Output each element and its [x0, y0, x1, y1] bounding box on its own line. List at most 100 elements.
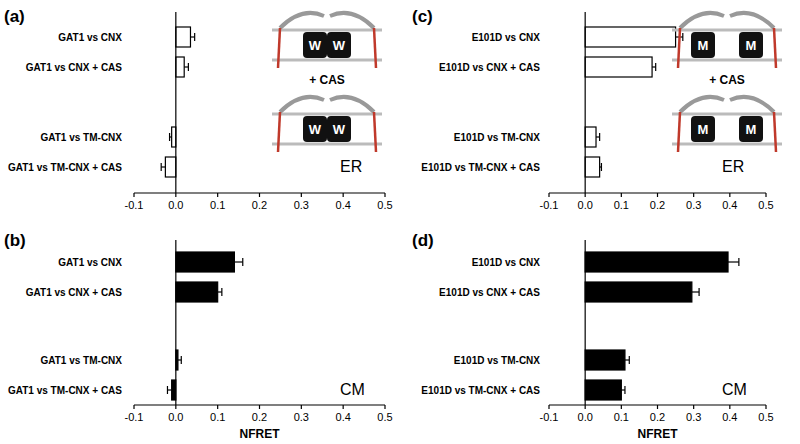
x-tick [657, 405, 658, 409]
x-tick-label: 0.4 [336, 411, 351, 423]
bars [167, 252, 242, 400]
bar [176, 252, 235, 272]
error-bar [692, 288, 699, 296]
x-tick-label: 0.0 [578, 199, 593, 211]
transporter [327, 32, 351, 58]
x-tick [621, 193, 622, 197]
category-label: GAT1 vs TM-CNX [41, 132, 123, 143]
x-axis-label: NFRET [638, 427, 679, 441]
error-bar-line [184, 66, 188, 67]
bar [176, 27, 191, 47]
error-bar [728, 258, 739, 266]
tm-segment [374, 28, 376, 68]
error-bar-cap [624, 386, 625, 394]
inset-label: M [746, 38, 757, 53]
x-tick [217, 405, 218, 409]
x-tick-label: 0.0 [168, 411, 183, 423]
bar [176, 57, 184, 77]
x-tick-label: 0.4 [722, 411, 737, 423]
annotation: ER [340, 158, 362, 175]
x-tick [765, 193, 766, 197]
bar [585, 157, 599, 177]
x-tick-label: 0.3 [294, 411, 309, 423]
error-bar [652, 63, 656, 71]
inset-label: M [698, 122, 709, 137]
x-tick [175, 193, 176, 197]
panel: (d)-0.10.00.10.20.30.40.5NFRETE101D vs C… [412, 231, 774, 441]
panel-label: (c) [412, 7, 433, 26]
error-bar-cap [188, 63, 189, 71]
x-tick-label: 0.0 [168, 199, 183, 211]
x-tick [729, 405, 730, 409]
membrane [672, 113, 782, 116]
x-tick [301, 193, 302, 197]
transporter [739, 32, 763, 58]
tm-segment [278, 28, 280, 68]
x-tick-label: -0.1 [540, 199, 559, 211]
transporter [303, 116, 327, 142]
error-bar [184, 63, 188, 71]
bar [172, 380, 176, 400]
category-label: GAT1 vs TM-CNX + CAS [8, 162, 122, 173]
x-tick [343, 405, 344, 409]
figure: (a)-0.10.00.10.20.30.40.5GAT1 vs CNXGAT1… [0, 0, 800, 444]
error-bar [190, 33, 194, 41]
y-axis [175, 240, 176, 405]
x-tick [133, 193, 134, 197]
x-tick [301, 405, 302, 409]
x-tick-label: 0.2 [650, 411, 665, 423]
category-label: E101D vs CNX [472, 257, 541, 268]
bar [585, 380, 621, 400]
bar [585, 282, 692, 302]
calnexin [680, 97, 724, 112]
x-tick [217, 193, 218, 197]
panel-label: (b) [4, 231, 26, 250]
calnexin [730, 97, 774, 112]
error-bar [625, 356, 629, 364]
error-bar-cap [601, 163, 602, 171]
calnexin [730, 13, 774, 28]
x-tick-label: 0.1 [210, 411, 225, 423]
transporter [739, 116, 763, 142]
inset-diagram: WW+ CASWW [272, 13, 382, 152]
calnexin [680, 13, 724, 28]
x-tick [343, 193, 344, 197]
error-bar [596, 133, 600, 141]
membrane [272, 143, 382, 146]
x-tick-label: 0.3 [294, 199, 309, 211]
error-bar [600, 163, 602, 171]
x-tick-label: 0.4 [336, 199, 351, 211]
error-bar [234, 258, 242, 266]
inset-label: W [309, 38, 322, 53]
category-label: E101D vs TM-CNX [454, 132, 540, 143]
bar [585, 252, 728, 272]
x-tick-label: 0.5 [377, 199, 392, 211]
bar [172, 127, 176, 147]
panel: (b)-0.10.00.10.20.30.40.5NFRETGAT1 vs CN… [4, 231, 393, 441]
inset-label: M [698, 38, 709, 53]
category-label: GAT1 vs TM-CNX + CAS [8, 385, 122, 396]
x-tick [729, 193, 730, 197]
membrane [272, 113, 382, 116]
tm-segment [678, 28, 680, 68]
bars [585, 27, 683, 177]
error-bar-cap [698, 288, 699, 296]
x-tick-label: 0.4 [722, 199, 737, 211]
x-tick-label: -0.1 [125, 411, 144, 423]
x-tick-label: 0.1 [614, 199, 629, 211]
error-bar-cap [242, 258, 243, 266]
error-bar [167, 386, 171, 394]
category-label: E101D vs TM-CNX + CAS [421, 162, 540, 173]
membrane [672, 29, 782, 32]
inset-label: W [309, 122, 322, 137]
x-tick [693, 405, 694, 409]
x-tick [585, 405, 586, 409]
x-tick-label: 0.3 [686, 199, 701, 211]
tm-segment [278, 112, 280, 152]
transporter [303, 32, 327, 58]
annotation: CM [340, 381, 365, 398]
error-bar-line [190, 36, 194, 37]
calnexin [280, 97, 324, 112]
tm-segment [374, 112, 376, 152]
error-bar-line [234, 261, 242, 262]
